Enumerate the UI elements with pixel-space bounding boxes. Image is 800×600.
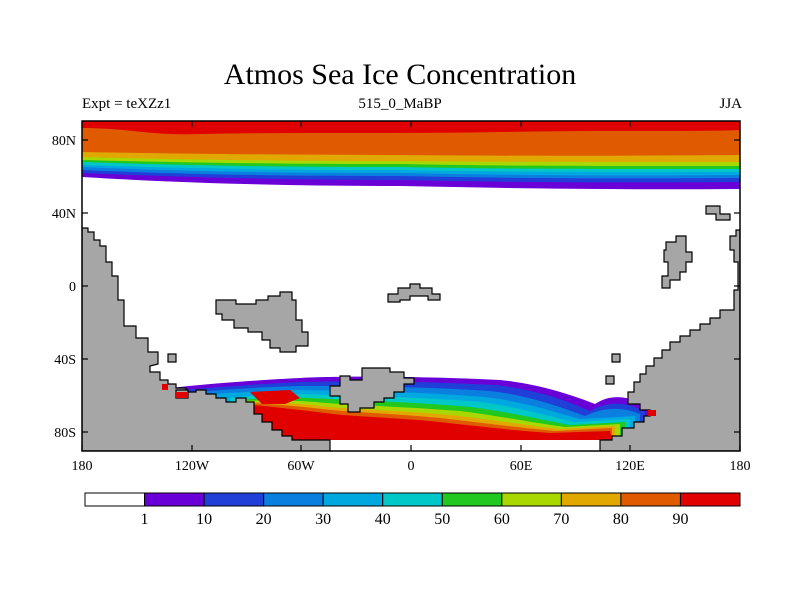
- period-label: 515_0_MaBP: [358, 96, 442, 112]
- colorbar-box: [679, 492, 741, 507]
- season-label: JJA: [719, 96, 742, 112]
- experiment-label: Expt = teXZz1: [82, 96, 172, 112]
- colorbar-box: [263, 492, 324, 507]
- colorbar-label: 1: [141, 511, 149, 528]
- colorbar-box: [501, 492, 562, 507]
- colorbar-label: 30: [315, 511, 331, 528]
- y-tick-label: 80S: [54, 426, 76, 441]
- y-tick-label: 40N: [52, 207, 76, 222]
- colorbar-box: [203, 492, 265, 507]
- colorbar-label: 50: [434, 511, 450, 528]
- y-axis: [82, 139, 740, 433]
- y-tick-label: 0: [69, 280, 76, 295]
- colorbar-label: 90: [672, 511, 688, 528]
- colorbar-label: 40: [375, 511, 391, 528]
- arctic-sea-ice: [82, 121, 740, 190]
- colorbar: [84, 492, 741, 507]
- x-tick-label: 180: [730, 459, 751, 474]
- x-tick-label: 120E: [615, 459, 645, 474]
- map-panel: [82, 121, 740, 451]
- x-tick-label: 180: [72, 459, 93, 474]
- map-title: Atmos Sea Ice Concentration: [223, 58, 577, 91]
- southern-sea-ice: [155, 376, 650, 440]
- colorbar-label: 80: [613, 511, 629, 528]
- colorbar-label: 20: [256, 511, 272, 528]
- colorbar-box: [441, 492, 503, 507]
- colorbar-label: 70: [553, 511, 569, 528]
- colorbar-box: [322, 492, 384, 507]
- x-tick-label: 60E: [510, 459, 533, 474]
- colorbar-box: [382, 492, 443, 507]
- x-tick-label: 60W: [287, 459, 315, 474]
- ice-pixel: [648, 410, 656, 416]
- ice-pixel: [162, 384, 168, 390]
- x-axis: [81, 121, 741, 451]
- colorbar-box: [144, 492, 205, 507]
- x-tick-label: 120W: [175, 459, 210, 474]
- y-tick-label: 80N: [52, 134, 76, 149]
- y-tick-label: 40S: [54, 353, 76, 368]
- colorbar-label: 10: [196, 511, 212, 528]
- land-masses: [82, 205, 740, 451]
- colorbar-label: 60: [494, 511, 510, 528]
- colorbar-labels: 1 10 20 30 40 50 60 70 80 90: [141, 511, 689, 528]
- colorbar-box: [620, 492, 681, 507]
- x-tick-label: 0: [408, 459, 415, 474]
- colorbar-box: [84, 492, 146, 507]
- colorbar-box: [560, 492, 622, 507]
- ice-pixel: [176, 392, 188, 398]
